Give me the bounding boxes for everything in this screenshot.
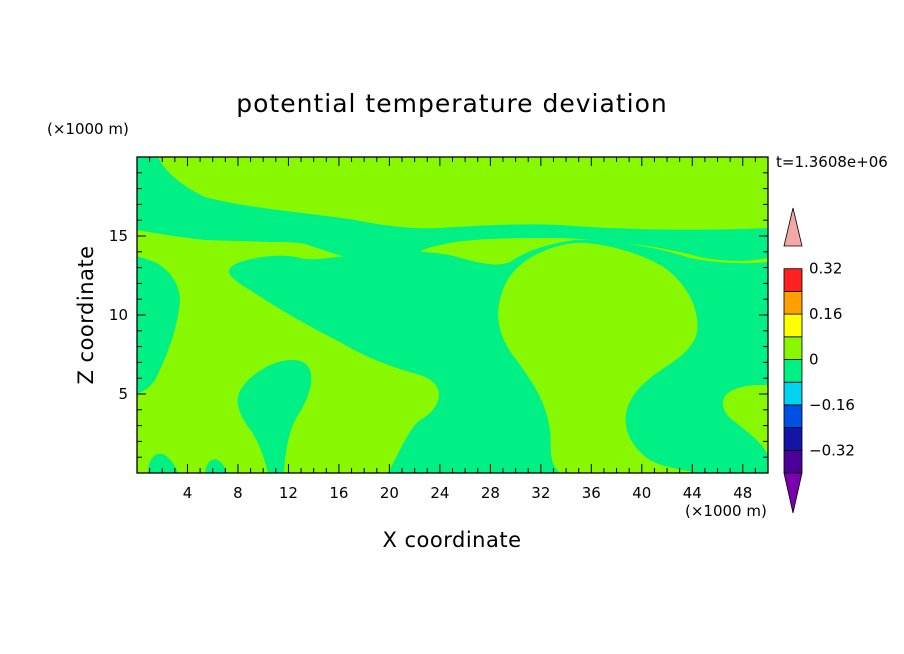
x-unit-label: (×1000 m)	[685, 502, 767, 520]
colorbar-segment	[783, 449, 803, 474]
colorbar-segment	[783, 290, 803, 315]
y-tick-label: 5	[118, 385, 128, 403]
x-ticks	[149, 157, 756, 473]
colorbar-segment	[783, 359, 803, 383]
field-region-left-column	[137, 256, 180, 393]
field-region-bottom-bump-2	[205, 459, 226, 473]
x-tick-label: 44	[683, 484, 702, 502]
colorbar-label: 0	[809, 351, 819, 369]
y-tick-labels: 5 10 15	[109, 227, 128, 403]
colorbar-segment	[783, 268, 803, 292]
y-tick-label: 10	[109, 306, 128, 324]
x-tick-label: 4	[183, 484, 193, 502]
plot-area	[137, 157, 768, 473]
field-region-lower-pocket	[237, 359, 312, 473]
x-tick-label: 40	[632, 484, 651, 502]
field-region-bottom-bump-3	[480, 449, 517, 473]
x-tick-label: 24	[430, 484, 449, 502]
x-tick-label: 12	[279, 484, 298, 502]
colorbar-under-triangle	[783, 472, 803, 514]
time-label: t=1.3608e+06	[776, 153, 888, 171]
y-ticks	[137, 172, 768, 458]
x-tick-label: 20	[380, 484, 399, 502]
y-unit-label: (×1000 m)	[47, 120, 129, 138]
colorbar-label: −0.16	[809, 396, 855, 414]
y-axis-label: Z coordinate	[74, 245, 98, 384]
chart-title: potential temperature deviation	[236, 89, 667, 118]
colorbar-labels: −0.32 −0.16 0 0.16 0.32	[809, 260, 855, 460]
colorbar-segment	[783, 427, 803, 451]
colorbar-label: 0.16	[809, 305, 842, 323]
colorbar-segment	[783, 336, 803, 360]
x-tick-label: 32	[531, 484, 550, 502]
x-tick-label: 48	[733, 484, 752, 502]
x-tick-label: 16	[329, 484, 348, 502]
field-region-upper-band	[137, 157, 768, 262]
colorbar	[783, 207, 803, 514]
x-tick-label: 28	[481, 484, 500, 502]
x-tick-label: 8	[233, 484, 243, 502]
field-region-central-lobe	[229, 239, 768, 473]
colorbar-label: 0.32	[809, 260, 842, 278]
x-tick-label: 36	[582, 484, 601, 502]
colorbar-segment	[783, 381, 803, 406]
x-tick-labels: 4 8 12 16 20 24 28 32 36 40 44 48	[183, 484, 753, 502]
colorbar-segment	[783, 404, 803, 428]
field-region-bottom-bump-1	[148, 453, 178, 473]
colorbar-over-triangle	[783, 207, 803, 247]
x-axis-label: X coordinate	[382, 528, 521, 552]
colorbar-segment	[783, 313, 803, 338]
colorbar-label: −0.32	[809, 441, 855, 459]
y-tick-label: 15	[109, 227, 128, 245]
